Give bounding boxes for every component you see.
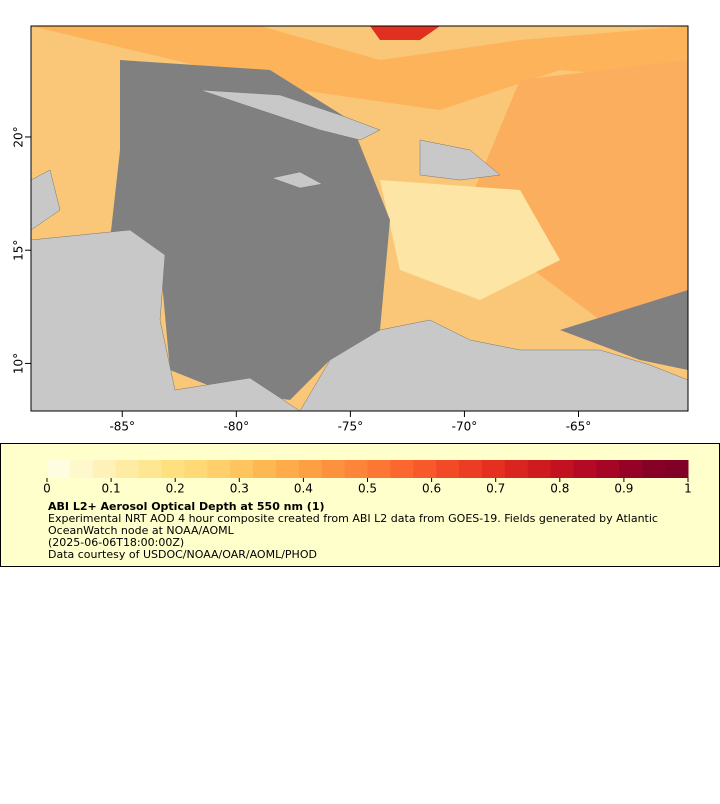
colorbar-swatch	[92, 460, 117, 478]
aerosol-field	[370, 26, 440, 40]
colorbar-tick-label: 0.8	[550, 482, 569, 496]
colorbar-swatch	[436, 460, 460, 478]
colorbar-swatch	[253, 460, 277, 478]
sea	[110, 60, 390, 400]
land	[419, 139, 501, 181]
colorbar-swatch	[481, 460, 506, 478]
legend-description: OceanWatch node at NOAA/AOML	[48, 524, 235, 537]
colorbar-tick-label: 1	[684, 482, 692, 496]
sea	[560, 290, 688, 370]
colorbar-swatch	[413, 460, 437, 478]
colorbar-swatch	[573, 460, 597, 478]
colorbar-tick-label: 0.2	[166, 482, 185, 496]
colorbar-swatch	[596, 460, 620, 478]
colorbar-tick-label: 0.6	[422, 482, 441, 496]
colorbar-swatch	[642, 460, 666, 478]
colorbar-tick-label: 0	[43, 482, 51, 496]
colorbar-swatch	[390, 460, 414, 478]
legend-description: Experimental NRT AOD 4 hour composite cr…	[48, 512, 658, 525]
y-tick-label: 20°	[12, 126, 26, 147]
legend-title: ABI L2+ Aerosol Optical Depth at 550 nm …	[48, 500, 325, 513]
colorbar-swatch	[47, 460, 71, 478]
colorbar-swatch	[321, 460, 346, 478]
colorbar-tick-label: 0.5	[358, 482, 377, 496]
colorbar-tick-label: 0.1	[102, 482, 121, 496]
colorbar-tick-label: 0.7	[486, 482, 505, 496]
colorbar-swatch	[298, 460, 323, 478]
aerosol-field	[380, 180, 560, 300]
colorbar-swatch	[344, 460, 368, 478]
x-tick-label: -85°	[109, 420, 135, 434]
colorbar-swatch	[138, 460, 162, 478]
land	[199, 89, 381, 141]
colorbar-swatch	[161, 460, 185, 478]
colorbar-swatch	[115, 460, 140, 478]
y-tick-label: 15°	[12, 240, 26, 261]
x-tick-label: -75°	[338, 420, 364, 434]
colorbar-swatch	[275, 460, 300, 478]
legend-description: Data courtesy of USDOC/NOAA/OAR/AOML/PHO…	[48, 548, 317, 561]
x-tick-label: -80°	[224, 420, 250, 434]
land	[271, 171, 323, 189]
colorbar-swatch	[665, 460, 689, 478]
colorbar-swatch	[69, 460, 94, 478]
y-tick-label: 10°	[12, 353, 26, 374]
map-area	[30, 25, 689, 412]
colorbar-tick-label: 0.9	[614, 482, 633, 496]
map-frame	[30, 25, 689, 412]
colorbar-swatch	[550, 460, 575, 478]
aerosol-field	[31, 26, 688, 110]
colorbar-swatch	[459, 460, 483, 478]
x-tick-label: -65°	[566, 420, 592, 434]
colorbar-swatch	[367, 460, 391, 478]
colorbar-swatch	[184, 460, 208, 478]
colorbar-swatch	[527, 460, 552, 478]
legend-description: (2025-06-06T18:00:00Z)	[48, 536, 184, 549]
colorbar-swatch	[619, 460, 643, 478]
colorbar-tick-label: 0.4	[294, 482, 313, 496]
x-tick-label: -70°	[452, 420, 478, 434]
colorbar-tick-label: 0.3	[230, 482, 249, 496]
colorbar-swatch	[504, 460, 529, 478]
colorbar-swatch	[230, 460, 254, 478]
colorbar-swatch	[207, 460, 231, 478]
